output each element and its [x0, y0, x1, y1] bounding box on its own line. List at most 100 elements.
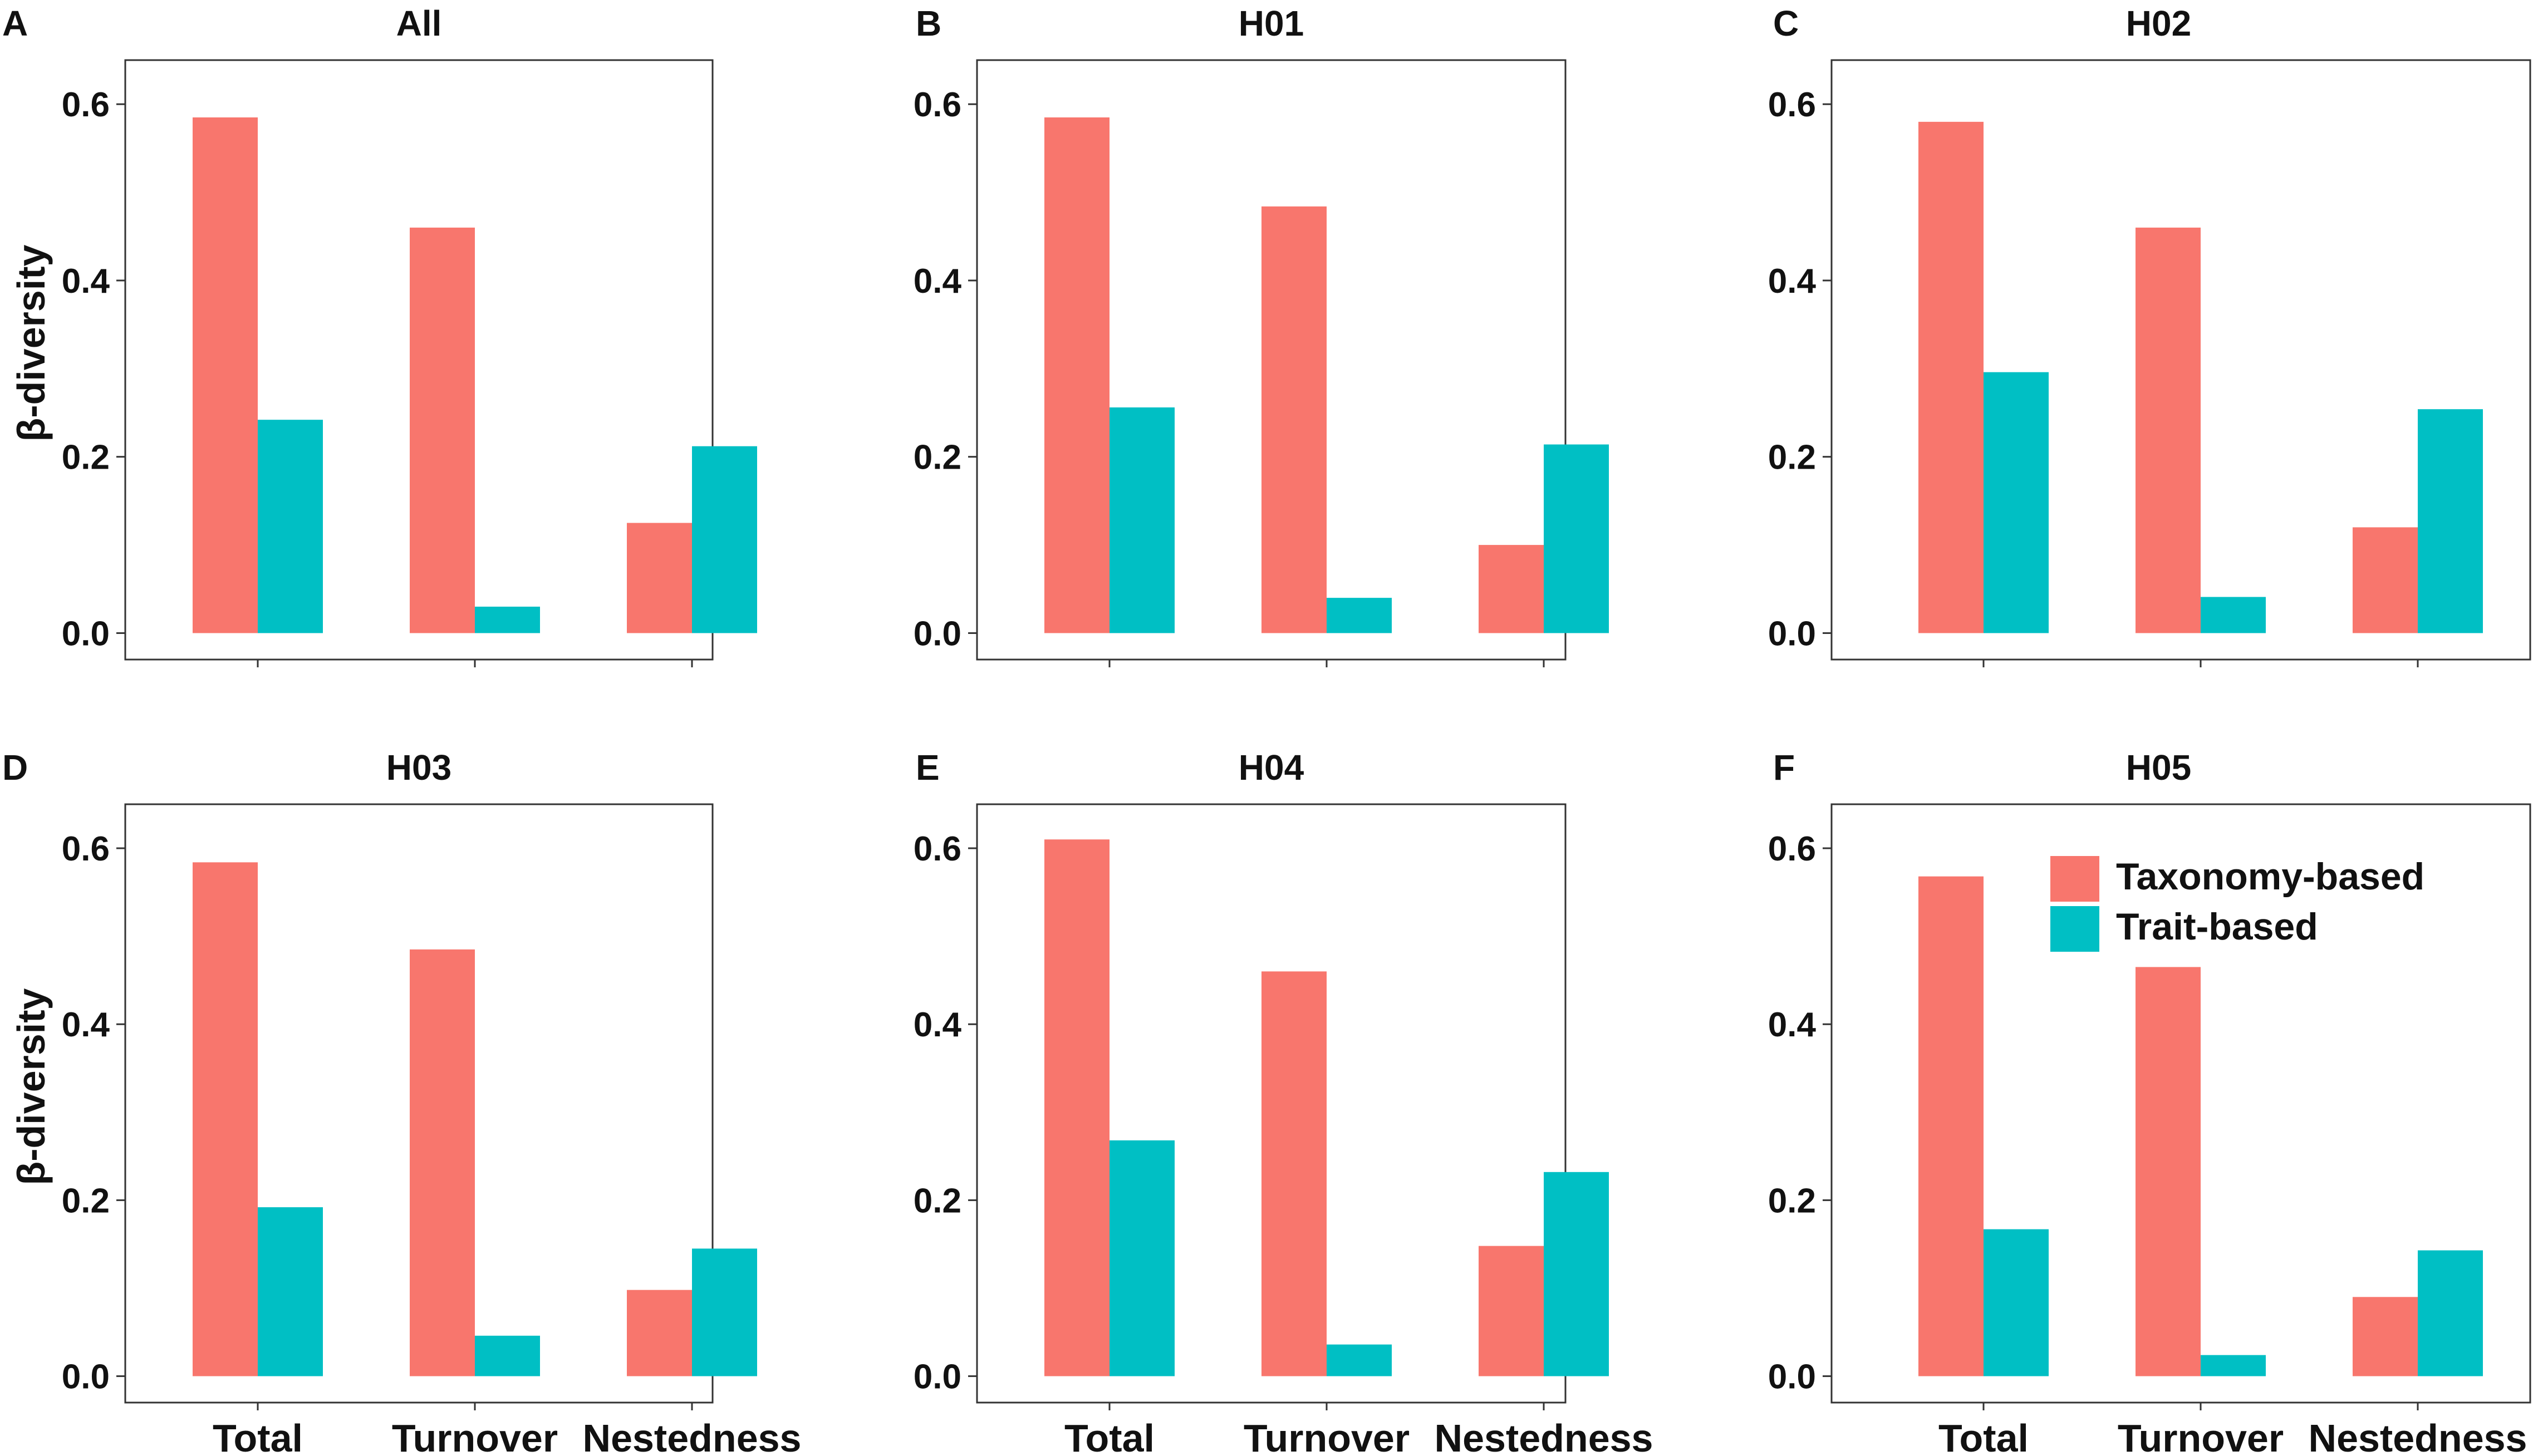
y-tick-label: 0.4: [914, 1006, 962, 1044]
bar-trait-turnover: [1327, 598, 1392, 633]
panel-d: D H03 0.0 0.2 0.4 0.6 β-diversity Total Turnover…: [2, 747, 801, 1456]
x-tick-label-total: Total: [1064, 1416, 1155, 1456]
y-tick-label: 0.2: [62, 439, 110, 477]
bar-trait-nestedness: [2418, 1250, 2483, 1376]
plot-frame: [1830, 803, 2531, 1404]
bar-trait-nestedness: [1544, 444, 1609, 633]
y-tick-label: 0.2: [62, 1182, 110, 1220]
y-tick-label: 0.6: [1768, 830, 1816, 868]
legend-label: Trait-based: [2116, 906, 2318, 948]
y-tick-label: 0.2: [1768, 1182, 1816, 1220]
plot-frame: [976, 803, 1567, 1404]
bar-trait-total: [258, 1207, 323, 1376]
y-tick-label: 0.2: [914, 439, 961, 477]
panel-f: F H05 0.0 0.2 0.4 0.6 Total Turnover Nestedness T…: [1768, 747, 2531, 1456]
bar-trait-total: [1984, 372, 2049, 633]
bar-trait-turnover: [475, 606, 540, 633]
legend: Taxonomy-based Trait-based: [2050, 855, 2424, 952]
bar-taxonomy-total: [193, 862, 258, 1376]
y-tick-label: 0.4: [62, 1006, 110, 1044]
y-tick-label: 0.0: [62, 1358, 110, 1396]
x-tick-label-turnover: Turnover: [2118, 1416, 2284, 1456]
bar-trait-total: [258, 420, 323, 633]
x-tick-label-nestedness: Nestedness: [583, 1416, 802, 1456]
panel-letter: B: [916, 3, 941, 43]
y-axis-title: β-diversity: [9, 244, 53, 441]
bar-taxonomy-nestedness: [1479, 545, 1544, 633]
plot-frame: [1830, 59, 2531, 661]
panel-letter: D: [2, 747, 28, 788]
panel-letter: F: [1773, 747, 1795, 788]
x-tick-label-turnover: Turnover: [392, 1416, 558, 1456]
bar-taxonomy-turnover: [2136, 227, 2201, 633]
bar-trait-total: [1110, 1140, 1175, 1376]
bar-taxonomy-nestedness: [627, 1290, 692, 1376]
bar-taxonomy-turnover: [1261, 206, 1327, 633]
plot-frame: [976, 59, 1567, 661]
bar-taxonomy-total: [193, 117, 258, 633]
panel-title: H03: [386, 747, 451, 788]
y-tick-label: 0.0: [914, 614, 961, 653]
bar-taxonomy-turnover: [1261, 971, 1327, 1376]
y-tick-label: 0.4: [1768, 1006, 1817, 1044]
panel-letter: A: [2, 3, 28, 43]
panel-e: E H04 0.0 0.2 0.4 0.6 Total Turnover Nestedness: [914, 747, 1653, 1456]
legend-label: Taxonomy-based: [2116, 855, 2424, 898]
x-tick-label-total: Total: [213, 1416, 303, 1456]
y-tick-label: 0.6: [914, 86, 961, 124]
bar-taxonomy-total: [1044, 839, 1110, 1376]
bar-trait-turnover: [475, 1335, 540, 1376]
bar-trait-nestedness: [692, 1248, 757, 1376]
y-axis-title: β-diversity: [9, 988, 53, 1185]
bar-trait-total: [1984, 1229, 2049, 1376]
bar-trait-nestedness: [1544, 1172, 1609, 1376]
panel-title: All: [396, 3, 442, 43]
bar-taxonomy-nestedness: [627, 523, 692, 633]
x-tick-label-total: Total: [1938, 1416, 2029, 1456]
y-tick-label: 0.4: [1768, 262, 1817, 301]
bar-trait-turnover: [2201, 597, 2266, 633]
panel-b: B H01 0.0 0.2 0.4 0.6: [914, 3, 1609, 667]
y-tick-label: 0.0: [1768, 1358, 1816, 1396]
legend-swatch: [2050, 906, 2099, 952]
y-tick-label: 0.4: [62, 262, 110, 301]
y-tick-label: 0.6: [1768, 86, 1816, 124]
bar-taxonomy-total: [1918, 876, 1984, 1376]
y-tick-label: 0.0: [914, 1358, 961, 1396]
y-tick-label: 0.4: [914, 262, 962, 301]
panel-title: H01: [1239, 3, 1304, 43]
bar-taxonomy-nestedness: [2353, 1297, 2418, 1376]
bar-taxonomy-total: [1044, 117, 1110, 633]
y-tick-label: 0.2: [1768, 439, 1816, 477]
bar-taxonomy-nestedness: [2353, 527, 2418, 633]
panel-title: H05: [2126, 747, 2191, 788]
bar-trait-turnover: [1327, 1344, 1392, 1376]
panel-a: A All 0.0 0.2 0.4 0.6 β-diversity: [2, 3, 757, 667]
y-tick-label: 0.2: [914, 1182, 961, 1220]
bar-trait-nestedness: [692, 446, 757, 633]
plot-frame: [124, 59, 714, 661]
x-tick-label-nestedness: Nestedness: [2309, 1416, 2527, 1456]
bar-trait-total: [1110, 407, 1175, 633]
y-tick-label: 0.6: [62, 830, 110, 868]
panel-title: H04: [1239, 747, 1304, 788]
panel-c: C H02 0.0 0.2 0.4 0.6: [1768, 3, 2531, 667]
legend-swatch: [2050, 856, 2099, 902]
bar-taxonomy-turnover: [2136, 967, 2201, 1376]
y-tick-label: 0.0: [62, 614, 110, 653]
bar-taxonomy-turnover: [410, 949, 475, 1376]
bar-trait-nestedness: [2418, 409, 2483, 633]
bar-taxonomy-nestedness: [1479, 1246, 1544, 1376]
panel-title: H02: [2126, 3, 2191, 43]
y-tick-label: 0.0: [1768, 614, 1816, 653]
plot-frame: [124, 803, 714, 1404]
panel-letter: C: [1773, 3, 1799, 43]
panel-letter: E: [916, 747, 940, 788]
bar-taxonomy-turnover: [410, 227, 475, 633]
y-tick-label: 0.6: [62, 86, 110, 124]
bar-taxonomy-total: [1918, 121, 1984, 633]
x-tick-label-turnover: Turnover: [1244, 1416, 1410, 1456]
y-tick-label: 0.6: [914, 830, 961, 868]
bar-trait-turnover: [2201, 1355, 2266, 1376]
